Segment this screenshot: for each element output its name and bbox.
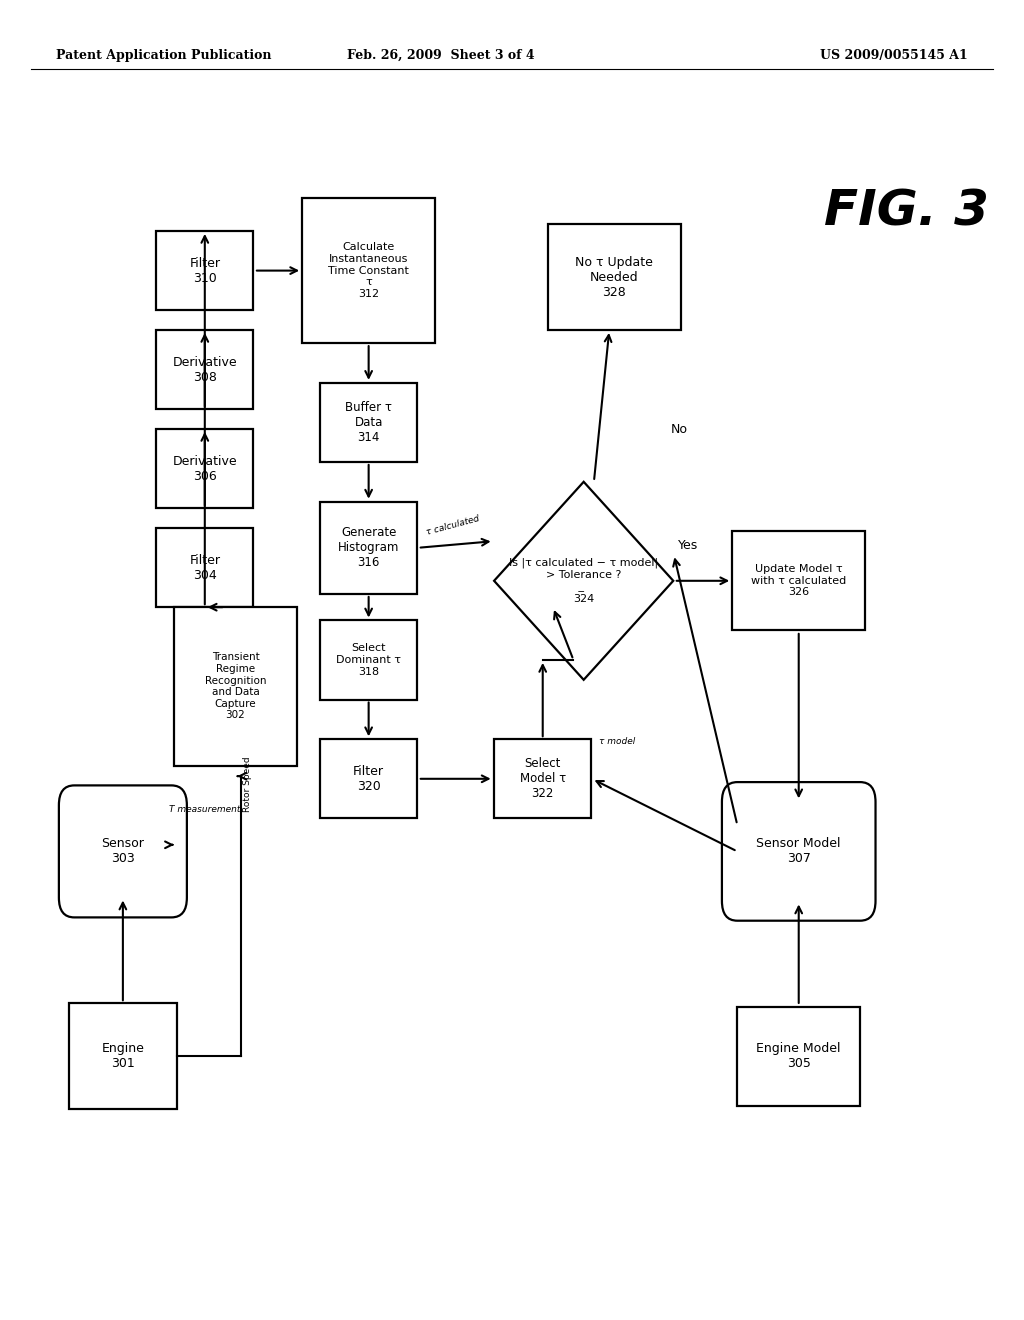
Text: T measurement: T measurement (169, 805, 241, 814)
Text: Engine Model
305: Engine Model 305 (757, 1041, 841, 1071)
Text: FIG. 3: FIG. 3 (823, 187, 989, 235)
Bar (319, 502, 418, 594)
Text: Feb. 26, 2009  Sheet 3 of 4: Feb. 26, 2009 Sheet 3 of 4 (346, 49, 535, 62)
Bar (157, 528, 254, 607)
Text: Filter
304: Filter 304 (189, 553, 220, 582)
Text: Filter
320: Filter 320 (353, 764, 384, 793)
Text: No: No (671, 422, 688, 436)
Text: Derivative
306: Derivative 306 (172, 454, 238, 483)
Bar (174, 607, 297, 766)
Bar (70, 1003, 176, 1109)
Text: Engine
301: Engine 301 (101, 1041, 144, 1071)
Bar (319, 383, 418, 462)
Text: US 2009/0055145 A1: US 2009/0055145 A1 (820, 49, 968, 62)
Text: Sensor Model
307: Sensor Model 307 (757, 837, 841, 866)
Bar (737, 1006, 860, 1106)
Text: Buffer τ
Data
314: Buffer τ Data 314 (345, 401, 392, 444)
Text: Select
Dominant τ
318: Select Dominant τ 318 (336, 643, 401, 677)
Bar (157, 429, 254, 508)
Bar (302, 198, 435, 343)
Bar (495, 739, 592, 818)
Text: Generate
Histogram
316: Generate Histogram 316 (338, 527, 399, 569)
Bar (732, 531, 865, 630)
Text: Sensor
303: Sensor 303 (101, 837, 144, 866)
Text: Rotor Speed: Rotor Speed (244, 756, 252, 812)
FancyBboxPatch shape (58, 785, 186, 917)
Text: Filter
310: Filter 310 (189, 256, 220, 285)
Text: Is |τ calculated − τ model|
> Tolerance ?
̲
324: Is |τ calculated − τ model| > Tolerance … (509, 557, 658, 605)
Text: No τ Update
Needed
328: No τ Update Needed 328 (575, 256, 653, 298)
Text: Yes: Yes (678, 539, 698, 552)
Text: Transient
Regime
Recognition
and Data
Capture
302: Transient Regime Recognition and Data Ca… (205, 652, 266, 721)
Bar (157, 330, 254, 409)
Text: Update Model τ
with τ calculated
326: Update Model τ with τ calculated 326 (751, 564, 847, 598)
Text: Select
Model τ
322: Select Model τ 322 (519, 758, 566, 800)
Text: Patent Application Publication: Patent Application Publication (56, 49, 271, 62)
Bar (319, 739, 418, 818)
Bar (157, 231, 254, 310)
FancyBboxPatch shape (722, 781, 876, 921)
Text: Calculate
Instantaneous
Time Constant
τ
312: Calculate Instantaneous Time Constant τ … (329, 243, 409, 298)
Text: τ calculated: τ calculated (425, 515, 480, 537)
Text: Derivative
308: Derivative 308 (172, 355, 238, 384)
Bar (548, 224, 681, 330)
Bar (319, 620, 418, 700)
Text: τ model: τ model (599, 737, 635, 746)
Polygon shape (494, 482, 674, 680)
